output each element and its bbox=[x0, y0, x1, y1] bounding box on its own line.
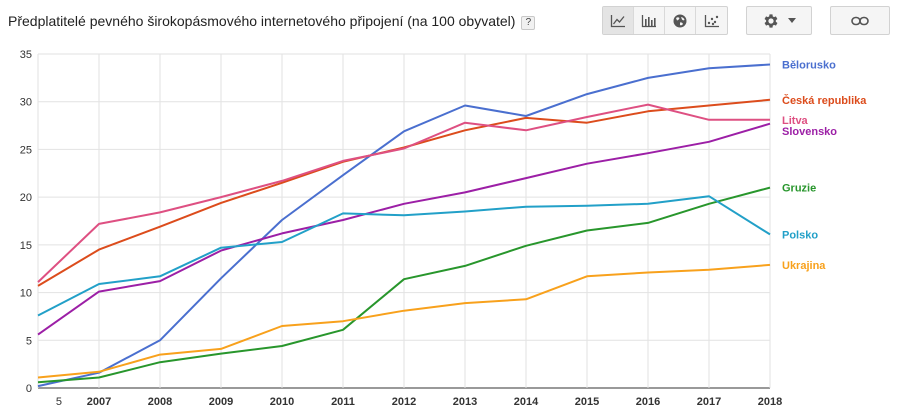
series-line-Litva bbox=[37, 103, 770, 283]
bar-chart-icon bbox=[641, 14, 656, 27]
series-line-Ukrajina bbox=[37, 263, 771, 379]
x-tick-label: 2014 bbox=[514, 396, 539, 408]
x-tick-label: 2015 bbox=[575, 396, 599, 408]
help-button[interactable]: ? bbox=[521, 16, 536, 30]
y-tick-label: 0 bbox=[26, 383, 32, 395]
x-tick-label: 2017 bbox=[697, 396, 721, 408]
x-tick-label: 2018 bbox=[758, 396, 782, 408]
x-tick-label: 2012 bbox=[392, 396, 416, 408]
x-tick-label: 2011 bbox=[331, 396, 355, 408]
chart-header: Předplatitelé pevného širokopásmového in… bbox=[0, 0, 900, 42]
chart-type-switcher bbox=[602, 6, 728, 35]
y-tick-label: 35 bbox=[20, 49, 32, 61]
series-label: Slovensko bbox=[782, 126, 837, 138]
y-tick-label: 15 bbox=[20, 240, 32, 252]
x-tick-label: 2008 bbox=[148, 396, 172, 408]
x-tick-label: 5 bbox=[56, 396, 62, 408]
x-tick-label: 2010 bbox=[270, 396, 294, 408]
y-tick-label: 20 bbox=[20, 192, 32, 204]
scatter-button[interactable] bbox=[696, 7, 727, 34]
y-tick-label: 25 bbox=[20, 144, 32, 156]
globe-icon bbox=[673, 14, 687, 27]
series-label: Polsko bbox=[782, 229, 818, 241]
gear-icon bbox=[764, 13, 778, 28]
line-chart: 0 5 10 15 20 25 30 35 5 2007 2008 2009 2010 2011 2012 2… bbox=[20, 49, 868, 408]
series-line-Polsko bbox=[37, 195, 771, 317]
y-tick-label: 5 bbox=[26, 335, 32, 347]
chevron-down-icon bbox=[788, 18, 796, 23]
chart-title: Předplatitelé pevného širokopásmového in… bbox=[8, 13, 516, 29]
scatter-icon bbox=[704, 14, 719, 27]
series-line-Bělorusko bbox=[37, 63, 771, 388]
share-link-button[interactable] bbox=[830, 6, 890, 35]
x-tick-label: 2013 bbox=[453, 396, 477, 408]
series-label: Česká republika bbox=[782, 94, 867, 107]
x-tick-label: 2016 bbox=[636, 396, 660, 408]
series-label: Gruzie bbox=[782, 183, 816, 195]
bar-chart-button[interactable] bbox=[634, 7, 665, 34]
series-line-Gruzie bbox=[37, 186, 771, 384]
series-label: Ukrajina bbox=[782, 260, 826, 272]
chart-title-container: Předplatitelé pevného širokopásmového in… bbox=[8, 13, 536, 30]
map-button[interactable] bbox=[665, 7, 696, 34]
y-tick-label: 10 bbox=[20, 288, 32, 300]
line-chart-icon bbox=[610, 14, 625, 27]
x-tick-label: 2009 bbox=[209, 396, 233, 408]
y-tick-label: 30 bbox=[20, 97, 32, 109]
link-icon bbox=[851, 16, 869, 25]
series-line-Slovensko bbox=[37, 122, 771, 336]
x-tick-label: 2007 bbox=[87, 396, 111, 408]
settings-button[interactable] bbox=[746, 6, 812, 35]
series-label: Bělorusko bbox=[782, 59, 836, 71]
series-label: Litva bbox=[782, 115, 809, 127]
line-chart-button[interactable] bbox=[603, 7, 634, 34]
